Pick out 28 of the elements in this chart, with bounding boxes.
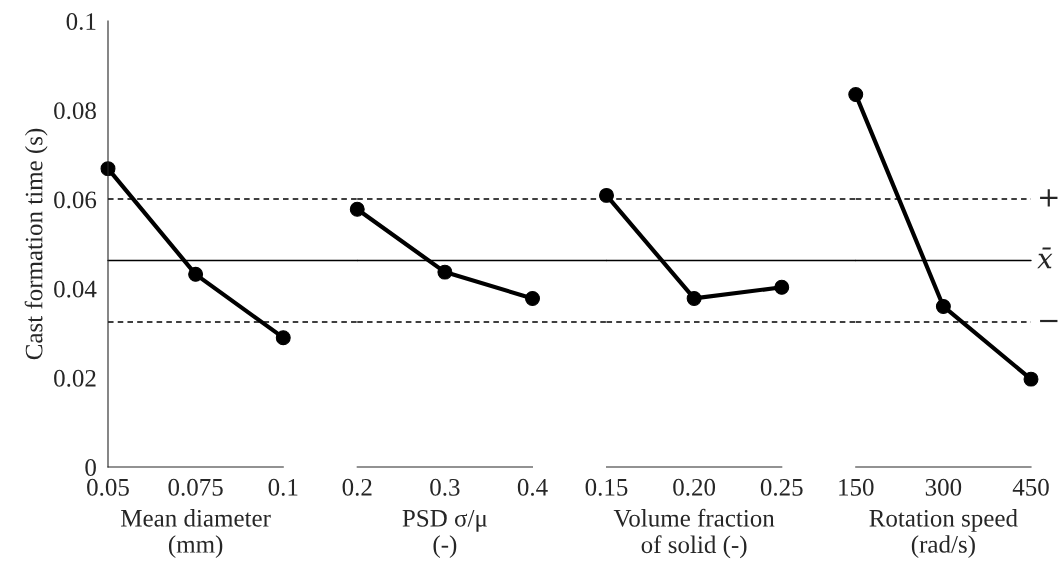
ref-line-label: − [1040,319,1058,323]
x-axis-title: PSD σ/μ (-) [402,509,487,558]
y-tick-label: 0.1 [66,13,96,31]
x-tick-label: 0.2 [342,478,372,496]
x-tick-label: 0.4 [517,478,548,496]
point [188,266,204,282]
y-tick-label: 0.04 [54,280,97,298]
point [275,330,291,346]
x-axis-title: Rotation speed (rad/s) [869,509,1018,558]
y-tick-label: 0 [85,459,96,476]
x-tick-label: 0.25 [760,478,803,496]
y-tick-label: 0.08 [54,102,96,120]
x-tick-label: 0.3 [430,478,460,496]
x-axis-title: Mean diameter (mm) [121,509,271,558]
y-tick-label: 0.02 [54,369,96,387]
x-tick-label: 0.1 [268,478,298,496]
ref-line-label: + [1040,189,1058,207]
x-tick-label: 0.20 [673,478,716,496]
x-tick-label: 0.05 [87,478,129,496]
x-tick-label: 300 [925,478,962,496]
x-tick-label: 0.15 [585,478,628,496]
ref-line-label: x̄ [1037,247,1053,269]
x-tick-label: 150 [839,478,874,496]
x-tick-label: 450 [1012,478,1049,496]
y-tick-label: 0.06 [54,191,97,209]
x-tick-label: 0.075 [168,478,223,496]
x-axis-title: Volume fraction of solid (-) [613,508,775,559]
y-axis-title: Cast formation time (s) [24,128,48,360]
